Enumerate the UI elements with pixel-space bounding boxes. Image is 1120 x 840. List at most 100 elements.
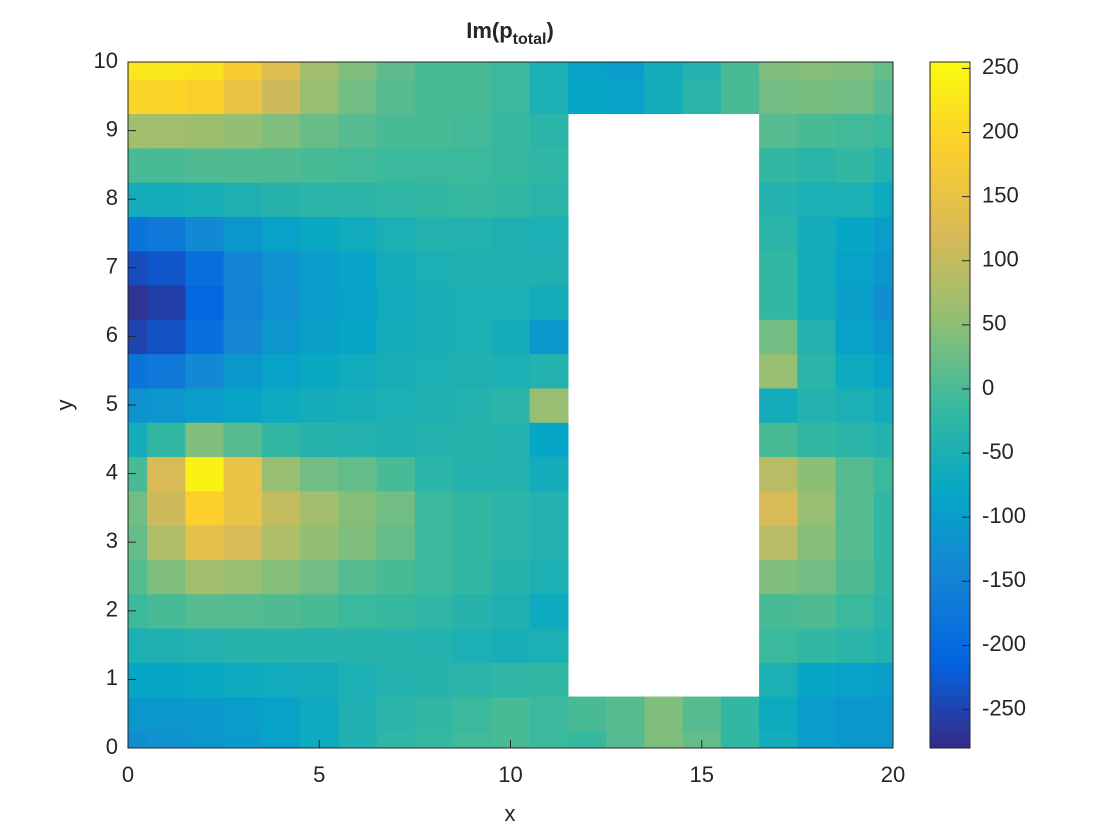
field-cell xyxy=(300,113,339,149)
field-cell xyxy=(720,696,760,732)
field-cell xyxy=(147,216,186,252)
field-cell xyxy=(338,696,378,732)
field-cell xyxy=(529,113,569,149)
field-cell xyxy=(338,113,378,149)
title-main: Im(p xyxy=(466,18,512,43)
field-cell xyxy=(759,387,798,423)
field-cell xyxy=(223,182,263,217)
field-cell xyxy=(376,662,416,698)
field-cell xyxy=(185,593,225,629)
field-cell xyxy=(300,422,339,458)
field-cell xyxy=(529,284,569,320)
field-cell xyxy=(414,730,454,748)
field-cell xyxy=(529,593,569,629)
y-tick-label: 4 xyxy=(106,459,118,484)
field-cell xyxy=(797,284,837,320)
field-cell xyxy=(529,147,569,183)
field-cell xyxy=(759,559,798,595)
field-cell xyxy=(338,387,378,423)
field-cell xyxy=(529,353,569,389)
field-cell xyxy=(300,456,339,492)
field-cell xyxy=(835,387,875,423)
field-cell xyxy=(529,627,569,663)
field-cell xyxy=(797,696,837,732)
field-cell xyxy=(797,319,837,355)
field-cell xyxy=(682,696,722,732)
field-cell xyxy=(261,559,301,595)
field-cell xyxy=(759,662,798,698)
field-cell xyxy=(300,182,339,217)
field-cell xyxy=(261,62,301,80)
colorbar-tick-label: 250 xyxy=(982,54,1019,79)
field-cell xyxy=(338,319,378,355)
field-cell xyxy=(453,387,492,423)
field-cell xyxy=(835,627,875,663)
field-cell xyxy=(261,284,301,320)
field-cell xyxy=(873,559,893,595)
field-cell xyxy=(529,696,569,732)
field-cell xyxy=(414,147,454,183)
field-cell xyxy=(567,730,607,748)
field-cell xyxy=(873,422,893,458)
x-tick-label: 20 xyxy=(881,762,905,787)
field-cell xyxy=(606,696,645,732)
field-cell xyxy=(338,490,378,526)
field-cell xyxy=(300,216,339,252)
field-cell xyxy=(414,627,454,663)
field-cell xyxy=(873,387,893,423)
field-cell xyxy=(835,662,875,698)
field-cell xyxy=(338,250,378,286)
field-cell xyxy=(797,79,837,115)
field-cell xyxy=(338,730,378,748)
field-cell xyxy=(185,696,225,732)
field-cell xyxy=(223,62,263,80)
field-cell xyxy=(759,216,798,252)
field-cell xyxy=(338,353,378,389)
field-cell xyxy=(300,79,339,115)
field-cell xyxy=(873,182,893,217)
field-cell xyxy=(128,490,148,526)
y-tick-label: 5 xyxy=(106,391,118,416)
field-cell xyxy=(376,250,416,286)
field-cell xyxy=(185,422,225,458)
field-cell xyxy=(835,147,875,183)
field-cell xyxy=(261,593,301,629)
field-cell xyxy=(414,79,454,115)
field-cell xyxy=(185,353,225,389)
field-cell xyxy=(873,353,893,389)
field-cell xyxy=(529,387,569,423)
field-cell xyxy=(261,79,301,115)
field-cell xyxy=(300,250,339,286)
x-tick-label: 0 xyxy=(122,762,134,787)
field-cell xyxy=(529,79,569,115)
field-cell xyxy=(759,696,798,732)
field-cell xyxy=(491,284,531,320)
field-cell xyxy=(300,593,339,629)
field-cell xyxy=(128,525,148,560)
field-cell xyxy=(147,79,186,115)
field-cell xyxy=(491,559,531,595)
field-cell xyxy=(414,284,454,320)
y-tick-label: 1 xyxy=(106,665,118,690)
field-cell xyxy=(835,319,875,355)
field-cell xyxy=(835,216,875,252)
field-cell xyxy=(682,79,722,115)
field-cell xyxy=(873,730,893,748)
y-tick-label: 6 xyxy=(106,322,118,347)
x-tick-label: 15 xyxy=(690,762,714,787)
field-cell xyxy=(223,147,263,183)
field-cell xyxy=(491,216,531,252)
field-cell xyxy=(261,250,301,286)
field-cell xyxy=(376,113,416,149)
field-cell xyxy=(797,490,837,526)
field-cell xyxy=(835,284,875,320)
field-cell xyxy=(223,627,263,663)
y-axis-label: y xyxy=(52,400,77,411)
field-cell xyxy=(185,319,225,355)
field-cell xyxy=(128,79,148,115)
field-cell xyxy=(261,216,301,252)
field-cell xyxy=(376,147,416,183)
field-cell xyxy=(491,113,531,149)
field-cell xyxy=(491,147,531,183)
